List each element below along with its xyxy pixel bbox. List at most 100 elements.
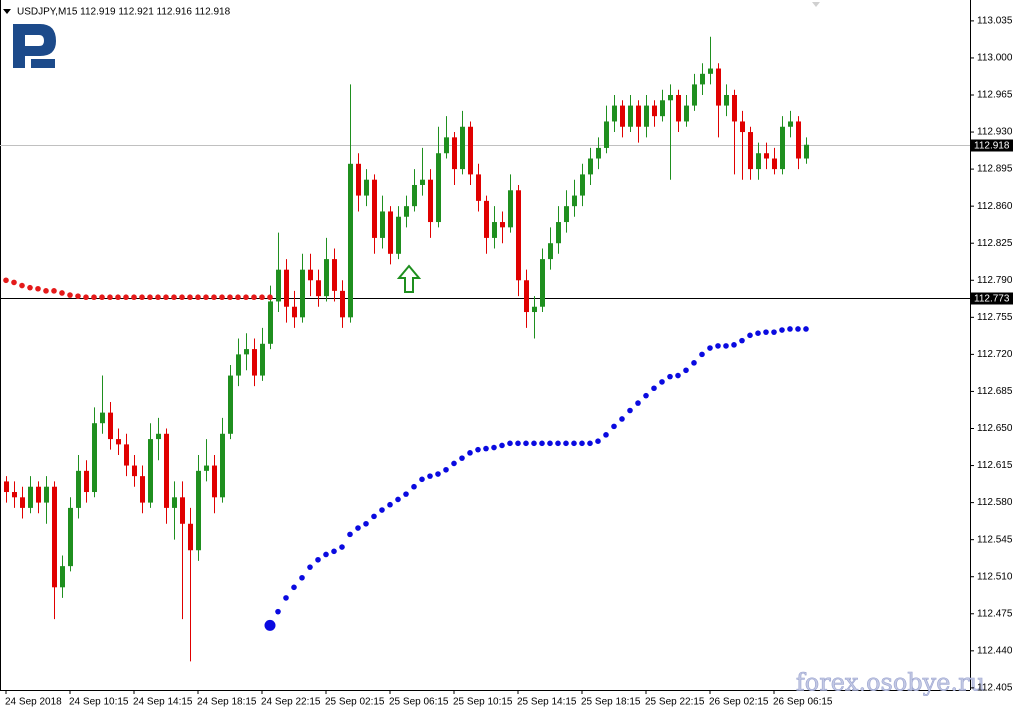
candle-body [700, 73, 705, 85]
y-tick-label: 112.965 [977, 90, 1013, 101]
candle-body [556, 222, 561, 244]
candle-body [180, 497, 185, 524]
candle-body [172, 497, 177, 508]
indicator-dot [443, 466, 449, 473]
indicator-dot [99, 294, 105, 301]
indicator-dot [491, 444, 497, 451]
menu-triangle[interactable] [3, 9, 11, 14]
x-tick-label: 24 Sep 22:15 [261, 697, 321, 708]
candle-body [28, 486, 33, 508]
candle-body [164, 433, 169, 508]
indicator-dot [523, 440, 529, 447]
candle-body [636, 105, 641, 127]
price-label-box [971, 139, 1013, 152]
candle-body [460, 126, 465, 170]
candle-body [396, 216, 401, 254]
candle-body [604, 121, 609, 148]
indicator-dot [787, 326, 793, 332]
indicator-dot [211, 294, 217, 301]
shift-marker [812, 2, 820, 7]
candle-body [108, 412, 113, 440]
candle-body [36, 486, 41, 503]
indicator-dot [643, 392, 649, 399]
y-tick-label: 112.615 [977, 460, 1013, 471]
candle-body [516, 190, 521, 281]
indicator-dot [291, 584, 297, 591]
candle-body [340, 290, 345, 318]
candle-body [468, 126, 473, 175]
candle-body [156, 433, 161, 440]
indicator-dot [131, 294, 137, 301]
candle-body [372, 179, 377, 238]
indicator-dot [683, 367, 689, 374]
buy-arrow [396, 264, 422, 293]
indicator-dot [611, 423, 617, 430]
price-label: 112.773 [974, 294, 1010, 305]
indicator-dot [347, 531, 353, 538]
indicator-dot [147, 294, 153, 301]
candle-body [548, 243, 553, 260]
candle-body [300, 269, 305, 318]
candle-body [252, 349, 257, 376]
indicator-dot [307, 564, 313, 570]
candle-body [452, 137, 457, 170]
candle-body [404, 206, 409, 217]
candle-body [596, 147, 601, 159]
indicator-dot [699, 351, 705, 358]
candle-body [580, 174, 585, 196]
indicator-dot [259, 294, 265, 301]
candle-body [724, 94, 729, 106]
indicator-dot [803, 326, 809, 332]
candle-body [84, 470, 89, 493]
indicator-dot [587, 440, 593, 447]
candle-body [420, 179, 425, 185]
candle-body [292, 306, 297, 318]
candle-body [444, 137, 449, 154]
candle-body [492, 222, 497, 238]
indicator-dot [187, 294, 193, 301]
candle-body [228, 375, 233, 434]
candle-body [412, 184, 417, 207]
indicator-dot [595, 438, 601, 444]
indicator-dot [267, 294, 273, 301]
y-tick-label: 112.475 [977, 608, 1013, 619]
candle-body [540, 259, 545, 307]
y-tick-label: 112.895 [977, 164, 1013, 175]
candle-body [588, 158, 593, 175]
candle-body [44, 486, 49, 503]
indicator-dot [723, 343, 729, 349]
candle-body [788, 121, 793, 127]
indicator-dot [19, 282, 25, 289]
candle-body [708, 68, 713, 74]
candle-body [284, 269, 289, 307]
indicator-dot [507, 440, 513, 447]
y-tick-label: 112.510 [977, 571, 1013, 582]
indicator-dot [403, 491, 409, 497]
indicator-dot [11, 279, 17, 286]
indicator-dot [563, 440, 569, 447]
candle-body [428, 179, 433, 223]
indicator-dot [691, 360, 697, 366]
indicator-dot [659, 379, 665, 385]
candle-body [196, 470, 201, 551]
price-label-box [971, 292, 1013, 305]
candle-body [60, 566, 65, 588]
indicator-dot [771, 329, 777, 335]
candle-body [20, 497, 25, 508]
indicator-dot [555, 440, 561, 447]
indicator-dot [603, 432, 609, 438]
candle-body [660, 100, 665, 117]
indicator-dot [731, 342, 737, 348]
candle-body [116, 439, 121, 445]
candle-body [276, 269, 281, 302]
indicator-dot [667, 373, 673, 380]
indicator-dot [323, 551, 329, 558]
indicator-dot [675, 372, 681, 379]
candle-body [324, 259, 329, 297]
indicator-dot [579, 440, 585, 447]
indicator-dot [635, 400, 641, 406]
candle-body [644, 105, 649, 127]
candle-body [756, 153, 761, 170]
candle-body [76, 470, 81, 508]
indicator-dot [227, 294, 233, 301]
